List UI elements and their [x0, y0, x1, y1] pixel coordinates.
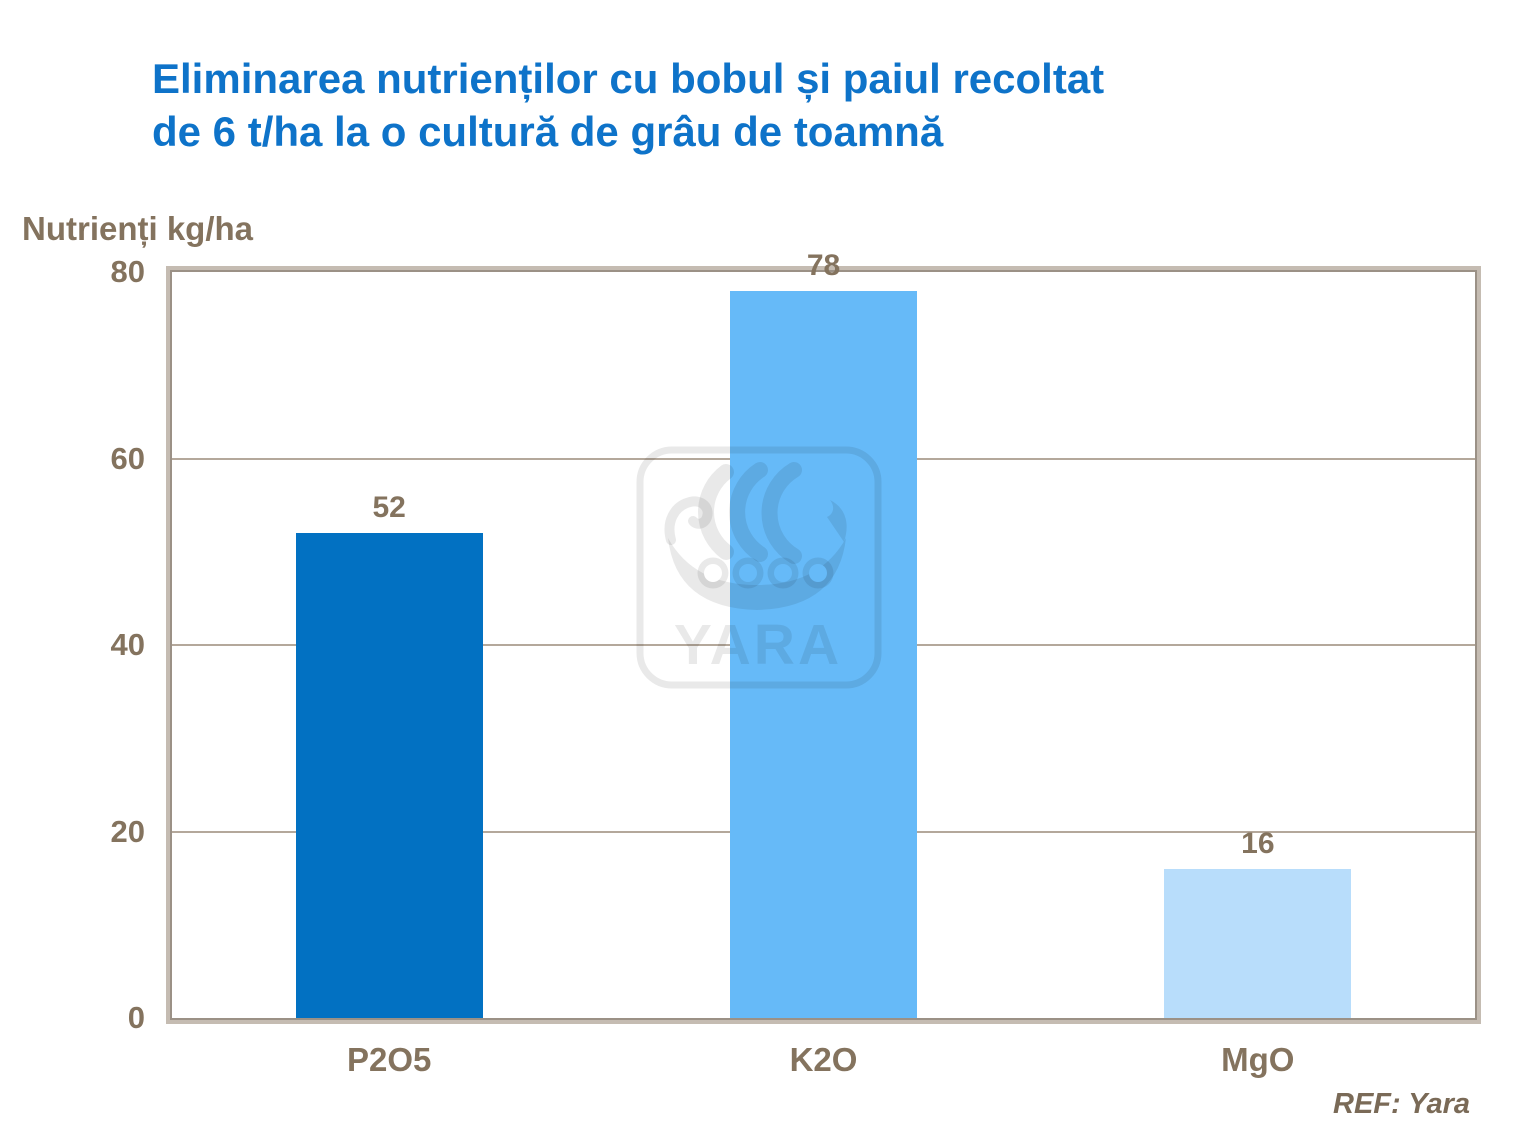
y-axis-title: Nutrienți kg/ha: [22, 210, 254, 247]
x-axis-label-mgo: MgO: [1221, 1041, 1295, 1078]
y-axis-tick-60: 60: [110, 440, 145, 476]
bar-k2o: [730, 290, 917, 1018]
reference-text: REF: Yara: [1333, 1088, 1470, 1120]
plot-area: [166, 266, 1481, 1024]
bar-mgo: [1164, 868, 1352, 1018]
y-axis-tick-20: 20: [110, 813, 145, 849]
x-axis-label-k2o: K2O: [789, 1041, 858, 1078]
bar-value-label-mgo: 16: [1241, 826, 1275, 860]
y-axis-tick-40: 40: [110, 627, 145, 662]
bar-p2o5: [295, 533, 483, 1018]
y-axis-tick-80: 80: [110, 254, 145, 289]
bar-value-label-k2o: 78: [806, 248, 841, 282]
chart-title-line2: de 6 t/ha la o cultură de grâu de toamnă: [152, 108, 944, 155]
bar-value-label-p2o5: 52: [372, 491, 406, 525]
x-axis-label-p2o5: P2O5: [346, 1041, 432, 1078]
chart-title: Eliminarea nutrienților cu bobul și paiu…: [152, 52, 1412, 158]
y-axis-tick-0: 0: [127, 1000, 145, 1035]
chart-title-line1: Eliminarea nutrienților cu bobul și paiu…: [152, 55, 1105, 102]
